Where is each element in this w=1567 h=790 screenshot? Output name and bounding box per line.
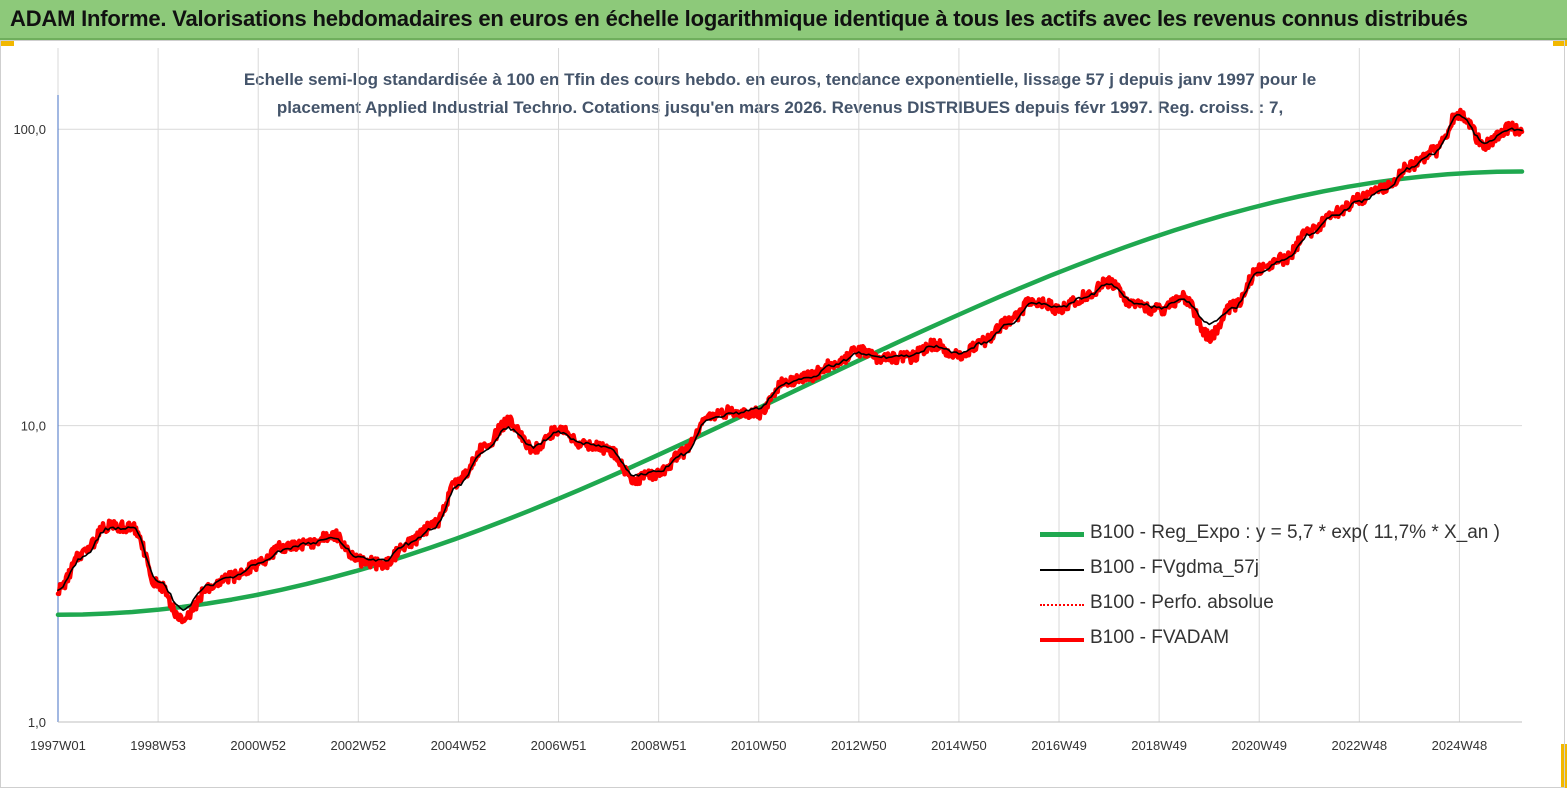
x-tick-label: 2022W48 [1332, 738, 1388, 753]
chart-title: Echelle semi-log standardisée à 100 en T… [180, 66, 1380, 122]
x-tick-label: 2002W52 [330, 738, 386, 753]
x-tick-label: 2014W50 [931, 738, 987, 753]
y-tick-label: 10,0 [21, 419, 46, 434]
tick-label-layer: 1997W01 1998W53 2000W52 2002W52 2004W52 2006W… [13, 122, 1487, 753]
legend-swatch-fvadam [1040, 638, 1084, 642]
x-tick-label: 2012W50 [831, 738, 887, 753]
corner-marker-top-left [0, 40, 14, 46]
x-tick-label: 1997W01 [30, 738, 86, 753]
chart-title-line-1: Echelle semi-log standardisée à 100 en T… [243, 70, 1317, 89]
series-layer [55, 107, 1525, 625]
header-title: ADAM Informe. Valorisations hebdomadaire… [10, 6, 1468, 31]
x-tick-label: 2000W52 [230, 738, 286, 753]
x-tick-label: 2006W51 [531, 738, 587, 753]
legend-swatch-perfo [1040, 604, 1084, 606]
y-tick-label: 100,0 [13, 122, 46, 137]
legend-label-reg-expo: B100 - Reg_Expo : y = 5,7 * exp( 11,7% *… [1090, 522, 1500, 543]
x-tick-label: 2018W49 [1131, 738, 1187, 753]
legend-swatch-reg-expo [1040, 532, 1084, 537]
x-tick-label: 2024W48 [1432, 738, 1488, 753]
x-tick-label: 2016W49 [1031, 738, 1087, 753]
series-line-3 [55, 107, 1525, 625]
corner-marker-top-right [1553, 40, 1567, 46]
x-tick-label: 2008W51 [631, 738, 687, 753]
x-tick-label: 1998W53 [130, 738, 186, 753]
x-tick-label: 2004W52 [431, 738, 487, 753]
series-line-0 [55, 169, 1525, 618]
legend-label-fvadam: B100 - FVADAM [1090, 627, 1230, 648]
legend-label-fvgdma: B100 - FVgdma_57j [1090, 557, 1259, 578]
x-tick-label: 2020W49 [1231, 738, 1287, 753]
y-tick-label: 1,0 [28, 715, 46, 730]
series-line-1 [57, 113, 1523, 612]
header-banner: ADAM Informe. Valorisations hebdomadaire… [0, 0, 1567, 40]
legend-swatch-fvgdma [1040, 569, 1084, 571]
chart-title-line-2: placement Applied Industrial Techno. Cot… [276, 98, 1284, 117]
legend-label-perfo: B100 - Perfo. absolue [1090, 592, 1274, 613]
axis-layer [57, 95, 1522, 723]
chart-frame [0, 40, 1565, 788]
x-tick-label: 2010W50 [731, 738, 787, 753]
